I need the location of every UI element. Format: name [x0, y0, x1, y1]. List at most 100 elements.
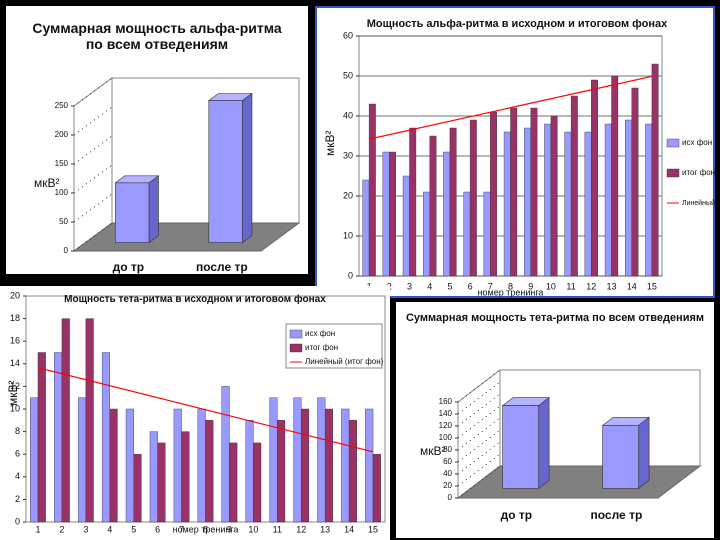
bar [365, 408, 374, 523]
x-tick-label: 10 [248, 524, 258, 534]
y-tick-label: 150 [55, 159, 69, 168]
y-tick-label: 80 [443, 445, 452, 454]
bar [449, 127, 457, 277]
x-tick-label: 8 [508, 281, 513, 291]
bar [341, 408, 350, 523]
y-tick-label: 12 [10, 381, 20, 391]
x-tick-label: 2 [59, 524, 64, 534]
side-wall [73, 77, 113, 252]
legend-label: исх фон [305, 329, 335, 338]
bar [602, 425, 639, 489]
chart-panel: мкВ² 0 2 4 6 8 10 12 14 16 18 20 1 2 3 4 5 6 7 8 9 10 11 12 13 14… [0, 286, 390, 540]
y-axis-label: мкВ² [6, 380, 20, 406]
bar [317, 397, 326, 523]
bar [277, 420, 286, 523]
bar-side [148, 175, 159, 244]
bar [502, 405, 539, 489]
x-tick-label: 4 [107, 524, 112, 534]
bar [490, 111, 497, 277]
bar [604, 123, 612, 277]
x-tick-label: 14 [344, 524, 354, 534]
x-axis-label: номер тренинга [173, 524, 239, 534]
x-tick-label: 8 [203, 524, 208, 534]
y-tick-label: 100 [439, 433, 453, 442]
bar-side [538, 396, 550, 490]
bar [181, 431, 190, 523]
bar [625, 119, 632, 277]
x-tick-label: 13 [320, 524, 330, 534]
chart: мкВ² 0 20 40 60 80 100 120 140 160 до тр после тр [420, 368, 702, 522]
x-tick-label: 15 [647, 281, 657, 291]
y-tick-label: 16 [10, 336, 20, 346]
x-tick-label: 11 [273, 524, 282, 534]
bar-side [638, 416, 650, 490]
bar [645, 123, 653, 277]
chart-panel: мкВ² 0 20 40 60 80 100 120 140 160 до тр после тр Су… [396, 302, 714, 538]
y-tick-label: 250 [55, 101, 69, 110]
x-tick-label: до тр [501, 508, 533, 522]
bar [570, 95, 578, 277]
x-tick-label: 3 [407, 281, 412, 291]
y-tick-label: 120 [439, 421, 453, 430]
bar [382, 151, 390, 277]
bar [372, 453, 381, 523]
bar [253, 442, 262, 523]
bar [550, 115, 558, 277]
legend-label: Линейный (итог фон) [682, 199, 717, 207]
y-tick-label: 40 [343, 110, 353, 120]
bar [564, 131, 572, 277]
bar [443, 151, 451, 277]
bar [208, 100, 243, 243]
y-tick-label: 100 [55, 188, 69, 197]
y-tick-label: 8 [15, 426, 20, 436]
legend-label: итог фон [305, 343, 338, 352]
bar [389, 151, 396, 277]
y-tick-label: 18 [10, 313, 20, 323]
x-tick-label: после тр [196, 260, 248, 274]
bar [157, 442, 166, 523]
y-tick-label: 10 [343, 230, 353, 240]
bar [37, 352, 46, 523]
bar [301, 408, 310, 523]
x-tick-label: 14 [627, 281, 637, 291]
y-tick-label: 0 [64, 246, 69, 255]
y-axis-label: мкВ² [34, 176, 60, 190]
bar [245, 420, 254, 523]
x-tick-label: 5 [447, 281, 452, 291]
bar [591, 79, 598, 277]
bar [54, 352, 63, 523]
y-tick-label: 10 [10, 403, 20, 413]
y-tick-label: 4 [15, 471, 20, 481]
y-tick-label: 20 [343, 190, 353, 200]
bar [503, 131, 511, 277]
bar [324, 408, 334, 523]
x-tick-label: 12 [586, 281, 596, 291]
legend-swatch [289, 329, 303, 339]
x-axis-label: номер тренинга [478, 287, 544, 297]
y-tick-label: 0 [448, 493, 453, 502]
legend-label: исх фон [682, 138, 712, 147]
bar [197, 408, 206, 523]
bar [109, 408, 118, 523]
trend-line [368, 75, 653, 140]
y-tick-label: 2 [15, 494, 20, 504]
chart: мкВ² 0 50 100 150 200 250 до тр после тр [34, 77, 301, 274]
chart-title: Суммарная мощность тета-ритма по всем от… [405, 312, 705, 324]
bar [409, 127, 417, 277]
legend-swatch [666, 168, 680, 178]
bar [77, 397, 87, 523]
x-tick-label: до тр [113, 260, 145, 274]
legend-label: итог фон [682, 168, 715, 177]
bar [469, 119, 477, 277]
legend-swatch [666, 138, 680, 148]
bar [544, 123, 552, 277]
y-tick-label: 40 [443, 469, 452, 478]
y-tick-label: 50 [59, 217, 68, 226]
bar [631, 87, 639, 277]
y-tick-label: 20 [10, 290, 20, 300]
chart-title: Мощность тета-ритма в исходном и итогово… [64, 294, 326, 305]
y-tick-label: 0 [15, 516, 20, 526]
chart: мкВ²0102030405060123456789101112131415но… [323, 30, 717, 297]
